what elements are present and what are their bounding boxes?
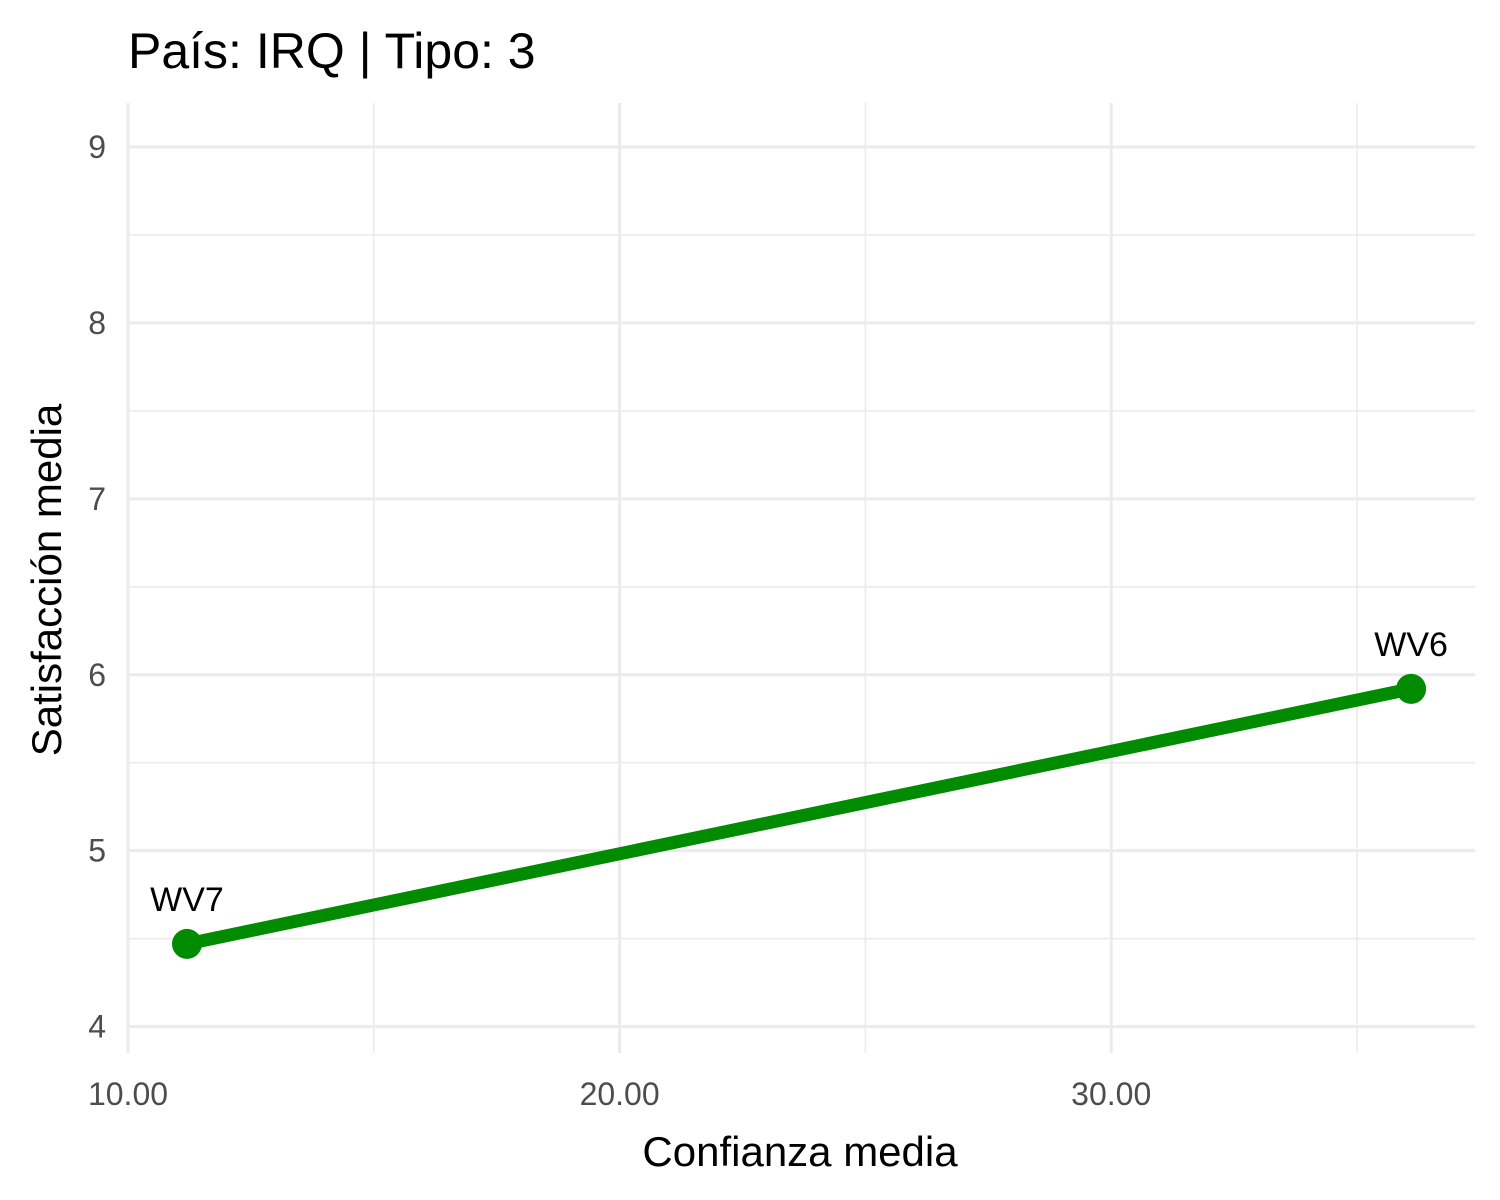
x-tick-label: 10.00 xyxy=(88,1076,168,1112)
y-axis-title: Satisfacción media xyxy=(23,403,70,756)
data-layer xyxy=(171,673,1427,959)
tick-labels: 4 5 6 7 8 9 10.00 20.00 30.00 xyxy=(88,129,1151,1112)
grid xyxy=(126,103,1475,1053)
y-tick-label: 6 xyxy=(88,657,106,693)
y-tick-label: 9 xyxy=(88,129,106,165)
x-tick-label: 20.00 xyxy=(580,1076,660,1112)
x-axis-title: Confianza media xyxy=(642,1128,958,1175)
point-label: WV7 xyxy=(150,881,224,919)
point-label: WV6 xyxy=(1374,626,1448,664)
data-point xyxy=(1396,673,1427,704)
y-tick-label: 5 xyxy=(88,833,106,869)
label-layer: WV7 WV6 xyxy=(150,626,1448,919)
y-tick-label: 7 xyxy=(88,481,106,517)
x-tick-label: 30.00 xyxy=(1071,1076,1151,1112)
data-point xyxy=(171,928,202,959)
series-line xyxy=(185,682,1413,951)
y-tick-label: 4 xyxy=(88,1009,106,1045)
y-tick-label: 8 xyxy=(88,305,106,341)
chart-title: País: IRQ | Tipo: 3 xyxy=(128,23,536,79)
